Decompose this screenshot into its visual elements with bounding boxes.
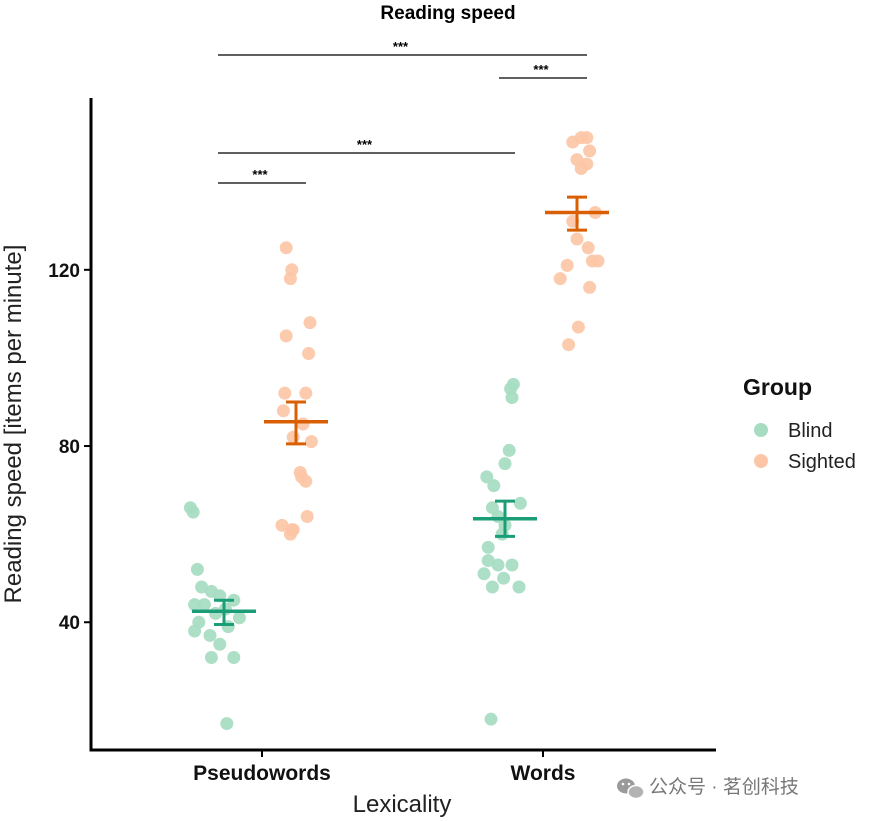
data-point-sighted [574,161,588,175]
data-point-blind [190,562,204,576]
x-axis-label: Lexicality [353,791,452,818]
data-point-blind [209,606,223,620]
significance-label: *** [357,137,373,152]
data-point-blind [232,611,246,625]
data-point-sighted [300,510,314,524]
data-point-blind [502,443,516,457]
data-points [183,131,605,731]
data-point-sighted [299,386,313,400]
data-point-blind [495,527,509,541]
data-point-sighted [276,404,290,418]
data-point-sighted [580,131,594,145]
data-point-blind [484,712,498,726]
data-point-sighted [275,518,289,532]
data-point-sighted [283,527,297,541]
data-point-blind [497,571,511,585]
y-axis-label: Reading speed [items per minute] [0,245,27,604]
significance-annotations: *** *** *** *** [218,39,587,184]
data-point-blind [513,496,527,510]
data-point-sighted [299,474,313,488]
y-tick-label: 80 [59,437,80,458]
data-point-blind [481,554,495,568]
data-point-blind [188,624,202,638]
data-point-blind [204,650,218,664]
data-point-blind [481,540,495,554]
data-point-blind [512,580,526,594]
legend-title: Group [743,374,812,400]
data-point-sighted [304,435,318,449]
chart-title: Reading speed [380,3,515,24]
mean-markers [192,195,609,626]
y-tick-label: 40 [59,613,80,634]
significance-label: *** [533,62,549,77]
x-axis-ticks: Pseudowords Words [193,751,575,785]
data-point-blind [491,558,505,572]
wechat-icon [617,778,645,800]
data-point-sighted [583,280,597,294]
y-axis-ticks: 40 80 120 [48,261,90,634]
data-point-sighted [581,241,595,255]
data-point-blind [203,628,217,642]
data-point-blind [197,598,211,612]
data-point-sighted [302,347,316,361]
data-point-sighted [278,386,292,400]
y-tick-label: 120 [48,261,80,282]
data-point-blind [188,598,202,612]
significance-label: *** [393,39,409,54]
watermark: 公众号 · 茗创科技 [617,776,799,800]
data-point-sighted [560,258,574,272]
x-tick-label: Words [511,762,576,785]
data-point-blind [485,580,499,594]
data-point-blind [487,479,501,493]
legend: Group Blind Sighted [743,374,856,473]
data-point-sighted [279,329,293,343]
data-point-sighted [570,232,584,246]
data-point-sighted [279,241,293,255]
significance-label: *** [252,167,268,182]
data-point-blind [498,457,512,471]
data-point-sighted [283,272,297,286]
data-point-sighted [562,338,576,352]
legend-label-blind: Blind [788,420,832,442]
x-tick-label: Pseudowords [193,762,331,785]
data-point-blind [213,637,227,651]
data-point-sighted [553,272,567,286]
data-point-blind [477,567,491,581]
data-point-sighted [583,144,597,158]
data-point-blind [186,505,200,519]
data-point-sighted [571,320,585,334]
data-point-blind [505,391,519,405]
data-point-blind [220,717,234,731]
data-point-blind [227,650,241,664]
data-point-blind [195,580,209,594]
legend-label-sighted: Sighted [788,451,856,473]
data-point-sighted [591,254,605,268]
data-point-sighted [296,417,310,431]
data-point-blind [480,470,494,484]
legend-swatch-sighted [754,454,768,468]
data-point-sighted [286,430,300,444]
data-point-blind [505,558,519,572]
data-point-sighted [566,135,580,149]
legend-swatch-blind [754,423,768,437]
data-point-sighted [303,316,317,330]
watermark-text: 公众号 · 茗创科技 [649,776,799,798]
